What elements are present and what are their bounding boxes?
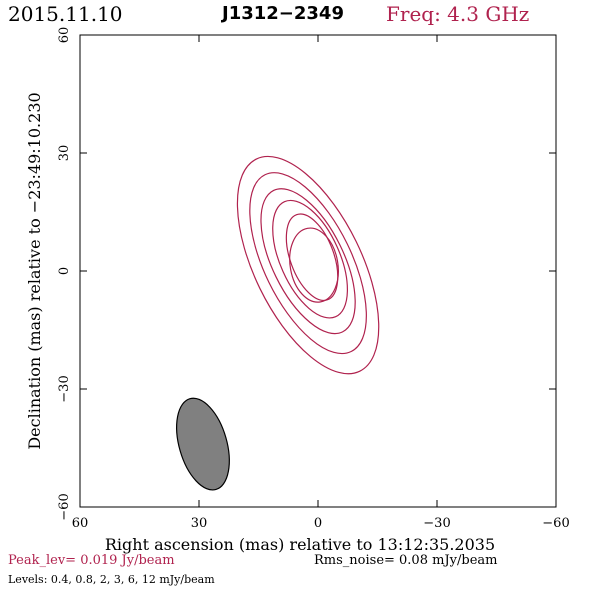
peak-level: Peak_lev= 0.019 Jy/beam xyxy=(8,553,175,568)
contour-levels: Levels: 0.4, 0.8, 2, 3, 6, 12 mJy/beam xyxy=(8,573,215,586)
y-tick-label: 60 xyxy=(57,27,72,44)
x-tick-label: −30 xyxy=(423,516,450,531)
contour-lines xyxy=(236,155,380,375)
contour-level-0_4 xyxy=(236,155,380,375)
axis-ticks xyxy=(79,34,557,508)
beam-layer xyxy=(176,397,230,491)
y-tick-label: −60 xyxy=(57,493,72,520)
contour-level-12 xyxy=(289,227,339,303)
frequency-label: Freq: 4.3 GHz xyxy=(386,2,530,26)
contour-level-3 xyxy=(272,199,349,319)
beam-ellipse xyxy=(176,397,230,491)
tick-labels: 60 30 0 −30 −60 −60 −30 0 30 60 xyxy=(57,27,570,531)
rms-noise: Rms_noise= 0.08 mJy/beam xyxy=(314,553,498,568)
y-tick-label: −30 xyxy=(57,375,72,402)
x-axis-label: Right ascension (mas) relative to 13:12:… xyxy=(105,535,495,554)
x-tick-label: 60 xyxy=(72,516,89,531)
x-tick-label: 0 xyxy=(314,516,322,531)
y-tick-label: 0 xyxy=(57,267,72,275)
y-axis-label: Declination (mas) relative to −23:49:10.… xyxy=(25,92,44,449)
x-tick-label: 30 xyxy=(191,516,208,531)
plot-frame xyxy=(79,34,557,508)
contour-level-0_8 xyxy=(249,172,367,355)
observation-date: 2015.11.10 xyxy=(8,2,123,26)
contour-level-2 xyxy=(260,188,356,335)
contour-level-6 xyxy=(285,213,339,301)
y-tick-label: 30 xyxy=(57,145,72,162)
source-name: J1312−2349 xyxy=(222,3,344,24)
x-tick-label: −60 xyxy=(542,516,569,531)
